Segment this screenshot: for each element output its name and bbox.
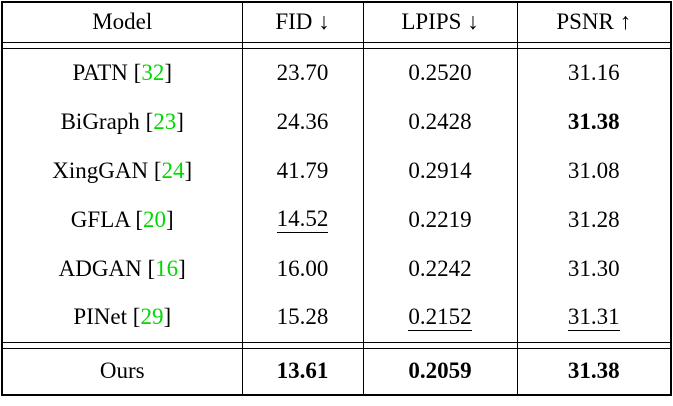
psnr-value-cell: 31.31 <box>516 293 671 343</box>
reference-number: 32 <box>141 59 165 85</box>
table-row: BiGraph [23] 24.36 0.2428 31.38 <box>2 97 671 146</box>
model-name: PINet <box>73 304 128 330</box>
metric-value: 0.2219 <box>408 206 472 232</box>
lpips-value-cell: 0.2219 <box>362 195 517 244</box>
metric-value: 31.16 <box>567 59 620 85</box>
model-name: BiGraph <box>60 108 140 134</box>
psnr-value-cell: 31.30 <box>516 244 671 293</box>
model-name: XingGAN <box>52 157 149 183</box>
metric-value: 0.2428 <box>408 108 472 134</box>
model-name: Ours <box>99 358 145 384</box>
metric-value: 31.31 <box>567 303 620 331</box>
model-name: GFLA <box>70 206 130 232</box>
table-row: PINet [29] 15.28 0.2152 31.31 <box>2 293 671 343</box>
fid-value-cell: 13.61 <box>241 347 363 395</box>
metric-value: 41.79 <box>276 157 329 183</box>
fid-value-cell: 41.79 <box>241 146 363 195</box>
fid-value-cell: 23.70 <box>241 47 363 97</box>
table-body: PATN [32] 23.70 0.2520 31.16 BiGraph [23] 24.… <box>2 42 671 395</box>
metric-value: 0.2914 <box>408 157 472 183</box>
metric-value: 0.2059 <box>408 358 472 384</box>
metric-value: 23.70 <box>276 59 329 85</box>
model-cell: Ours <box>2 347 242 395</box>
model-cell: BiGraph [23] <box>60 108 184 134</box>
metric-value: 15.28 <box>276 304 329 330</box>
psnr-value-cell: 31.38 <box>516 97 671 146</box>
col-header-psnr: PSNR ↑ <box>516 2 671 43</box>
psnr-value-cell: 31.16 <box>516 47 671 97</box>
table-row: GFLA [20] 14.52 0.2219 31.28 <box>2 195 671 244</box>
model-cell: ADGAN [16] <box>58 255 186 281</box>
col-header-fid: FID ↓ <box>241 2 363 43</box>
reference-number: 23 <box>153 108 177 134</box>
metric-value: 0.2152 <box>408 303 472 331</box>
fid-value-cell: 16.00 <box>241 244 363 293</box>
reference-number: 24 <box>161 157 185 183</box>
model-cell: PINet [29] <box>2 293 242 343</box>
fid-value-cell: 14.52 <box>241 195 363 244</box>
reference-number: 20 <box>143 206 167 232</box>
metric-value: 0.2520 <box>408 59 472 85</box>
fid-value-cell: 15.28 <box>241 293 363 343</box>
metric-value: 14.52 <box>276 206 329 233</box>
table-row: ADGAN [16] 16.00 0.2242 31.30 <box>2 244 671 293</box>
reference-number: 16 <box>155 255 179 281</box>
lpips-value-cell: 0.2059 <box>362 347 517 395</box>
psnr-value-cell: 31.08 <box>516 146 671 195</box>
lpips-value-cell: 0.2914 <box>362 146 517 195</box>
reference-number: 29 <box>140 304 164 330</box>
model-cell: GFLA [20] <box>70 206 174 232</box>
metric-value: 31.38 <box>567 358 620 384</box>
double-rule-gap <box>2 342 671 348</box>
metric-value: 31.30 <box>567 255 620 281</box>
lpips-value-cell: 0.2152 <box>362 293 517 343</box>
metric-value: 24.36 <box>276 108 329 134</box>
header-row: Model FID ↓ LPIPS ↓ PSNR ↑ <box>2 2 671 43</box>
fid-value-cell: 24.36 <box>241 97 363 146</box>
lpips-value-cell: 0.2242 <box>362 244 517 293</box>
psnr-value-cell: 31.38 <box>516 347 671 395</box>
metric-value: 0.2242 <box>408 255 472 281</box>
lpips-value-cell: 0.2428 <box>362 97 517 146</box>
metric-value: 31.08 <box>567 157 620 183</box>
model-cell: PATN [32] <box>2 47 242 97</box>
psnr-value-cell: 31.28 <box>516 195 671 244</box>
model-name: PATN <box>72 59 128 85</box>
table-row: PATN [32] 23.70 0.2520 31.16 <box>2 47 671 97</box>
table-row: XingGAN [24] 41.79 0.2914 31.08 <box>2 146 671 195</box>
results-table: Model FID ↓ LPIPS ↓ PSNR ↑ PATN [32] 23.7… <box>1 1 672 396</box>
metric-value: 31.28 <box>567 206 620 232</box>
lpips-value-cell: 0.2520 <box>362 47 517 97</box>
col-header-model: Model <box>2 2 242 43</box>
col-header-lpips: LPIPS ↓ <box>362 2 517 43</box>
metric-value: 31.38 <box>567 108 620 134</box>
model-name: ADGAN <box>58 255 142 281</box>
metric-value: 16.00 <box>276 255 329 281</box>
model-cell: XingGAN [24] <box>52 157 193 183</box>
table-row: Ours 13.61 0.2059 31.38 <box>2 347 671 395</box>
double-rule-gap <box>2 42 671 48</box>
metric-value: 13.61 <box>276 358 329 384</box>
